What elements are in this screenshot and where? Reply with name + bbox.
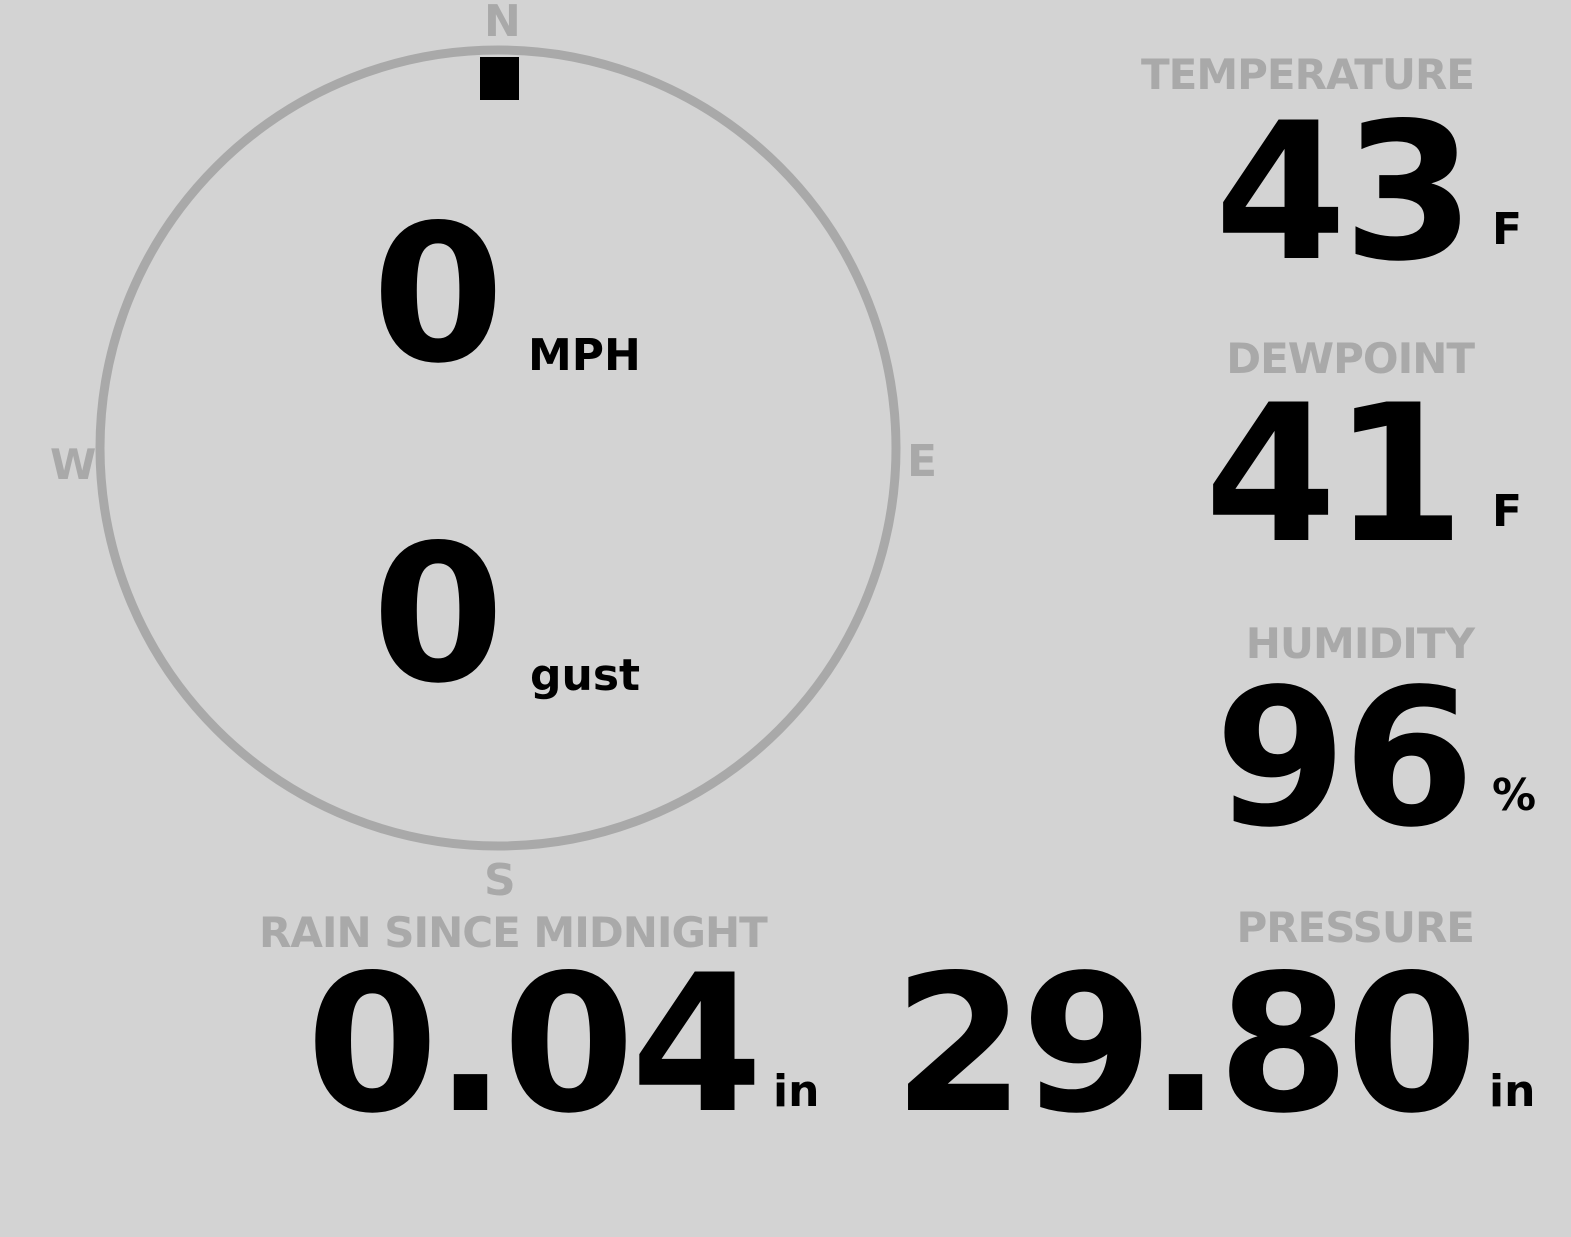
rain-label: RAIN SINCE MIDNIGHT — [259, 908, 768, 957]
humidity-unit: % — [1492, 770, 1537, 821]
wind-gust-unit: gust — [530, 650, 641, 701]
pressure-label: PRESSURE — [1236, 903, 1475, 952]
compass-north: N — [484, 0, 521, 47]
wind-compass — [95, 45, 901, 851]
temperature-unit: F — [1492, 204, 1523, 255]
rain-value: 0.04 — [306, 934, 763, 1155]
temperature-label: TEMPERATURE — [1141, 50, 1475, 99]
pressure-value: 29.80 — [893, 934, 1478, 1155]
humidity-label: HUMIDITY — [1245, 619, 1475, 668]
temperature-value: 43 — [1214, 82, 1475, 303]
pressure-unit: in — [1489, 1066, 1536, 1117]
rain-unit: in — [773, 1066, 820, 1117]
compass-west: W — [50, 440, 97, 489]
compass-ring — [95, 45, 901, 851]
humidity-value: 96 — [1214, 648, 1475, 869]
wind-speed-value: 0 — [372, 184, 504, 405]
wind-direction-indicator — [480, 57, 519, 100]
compass-east: E — [907, 436, 938, 487]
dewpoint-unit: F — [1492, 486, 1523, 537]
wind-speed-unit: MPH — [528, 330, 641, 381]
wind-gust-value: 0 — [372, 504, 504, 725]
compass-south: S — [484, 855, 516, 906]
dewpoint-label: DEWPOINT — [1226, 334, 1475, 383]
dewpoint-value: 41 — [1204, 364, 1465, 585]
